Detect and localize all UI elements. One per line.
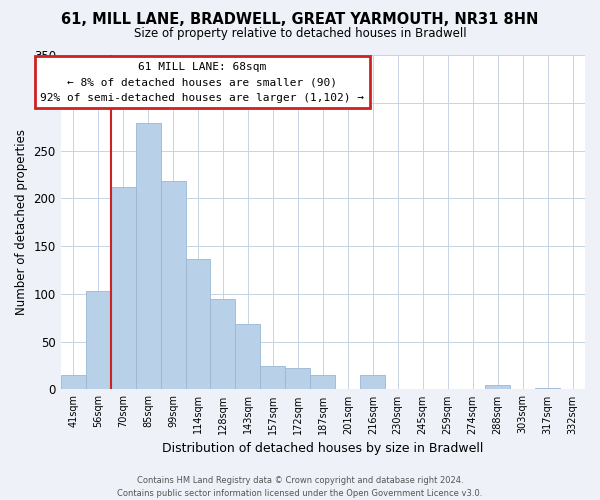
Bar bbox=[286, 368, 310, 390]
X-axis label: Distribution of detached houses by size in Bradwell: Distribution of detached houses by size … bbox=[162, 442, 484, 455]
Bar bbox=[161, 181, 185, 390]
Bar bbox=[185, 258, 211, 390]
Y-axis label: Number of detached properties: Number of detached properties bbox=[15, 129, 28, 315]
Bar bbox=[110, 187, 136, 390]
Bar bbox=[61, 375, 86, 390]
Bar bbox=[535, 388, 560, 390]
Bar bbox=[136, 123, 161, 390]
Bar bbox=[310, 375, 335, 390]
Bar bbox=[211, 298, 235, 390]
Text: 61, MILL LANE, BRADWELL, GREAT YARMOUTH, NR31 8HN: 61, MILL LANE, BRADWELL, GREAT YARMOUTH,… bbox=[61, 12, 539, 28]
Bar bbox=[260, 366, 286, 390]
Bar bbox=[485, 384, 510, 390]
Bar bbox=[360, 375, 385, 390]
Text: Size of property relative to detached houses in Bradwell: Size of property relative to detached ho… bbox=[134, 28, 466, 40]
Text: Contains HM Land Registry data © Crown copyright and database right 2024.
Contai: Contains HM Land Registry data © Crown c… bbox=[118, 476, 482, 498]
Bar bbox=[86, 291, 110, 390]
Text: 61 MILL LANE: 68sqm
← 8% of detached houses are smaller (90)
92% of semi-detache: 61 MILL LANE: 68sqm ← 8% of detached hou… bbox=[40, 62, 364, 103]
Bar bbox=[235, 324, 260, 390]
